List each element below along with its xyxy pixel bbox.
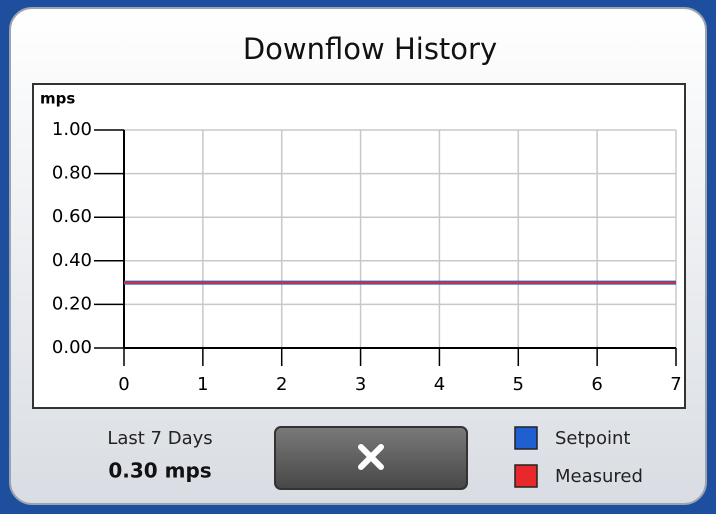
x-tick-label: 6 xyxy=(591,374,602,395)
y-tick-label: 1.00 xyxy=(52,119,92,140)
x-tick-label: 3 xyxy=(355,374,366,395)
x-tick-label: 1 xyxy=(197,374,208,395)
chart-area xyxy=(32,83,686,409)
y-tick-label: 0.40 xyxy=(52,250,92,271)
legend: Setpoint Measured xyxy=(514,426,643,488)
legend-label: Setpoint xyxy=(555,428,630,449)
close-icon[interactable] xyxy=(358,444,384,470)
x-tick-label: 5 xyxy=(513,374,524,395)
y-tick-label: 0.20 xyxy=(52,293,92,314)
title: Downflow History xyxy=(243,32,497,66)
x-tick-label: 0 xyxy=(118,374,129,395)
x-tick-label: 2 xyxy=(276,374,287,395)
legend-label: Measured xyxy=(555,466,643,487)
chart: mps 0.00 0.20 0.40 0.60 0.80 1.00 0 1 2 3 4 5 6 7 xyxy=(40,90,682,396)
period-label: Last 7 Days xyxy=(107,428,212,449)
x-tick-label: 7 xyxy=(670,374,681,395)
y-tick-label: 0.80 xyxy=(52,163,92,184)
x-tick-label: 4 xyxy=(434,374,445,395)
y-axis-label: mps xyxy=(40,90,75,108)
current-value: 0.30 mps xyxy=(108,459,211,483)
legend-swatch xyxy=(514,426,538,450)
y-tick-label: 0.00 xyxy=(52,337,92,358)
legend-swatch xyxy=(514,464,538,488)
y-tick-label: 0.60 xyxy=(52,206,92,227)
close-button[interactable] xyxy=(274,426,468,490)
